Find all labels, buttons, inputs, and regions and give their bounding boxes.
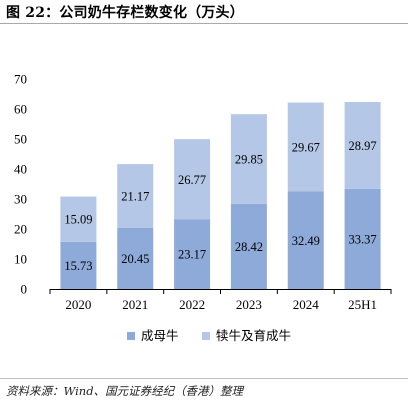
- data-label-layer: 15.73 15.09 20.45 21.17 23.17 26.77 28.42 29.85…: [64, 139, 376, 273]
- bar-mature-cow: [344, 188, 381, 289]
- data-label: 21.17: [121, 189, 149, 203]
- bar-calf-heifer: [287, 102, 324, 192]
- bar-mature-cow: [60, 241, 97, 289]
- y-tick-label: 60: [14, 102, 27, 117]
- data-label: 28.42: [235, 240, 263, 254]
- data-label: 28.97: [349, 139, 377, 153]
- y-tick-label: 50: [14, 132, 27, 147]
- bar-layer: [60, 101, 381, 289]
- bar-calf-heifer: [230, 114, 267, 204]
- data-label: 26.77: [178, 173, 206, 187]
- y-tick-label: 70: [14, 72, 27, 87]
- bottom-rule: [0, 378, 408, 379]
- bar-calf-heifer: [174, 139, 211, 220]
- bar-calf-heifer: [344, 101, 381, 189]
- y-tick-label: 30: [14, 192, 27, 207]
- legend-swatch: [127, 332, 135, 340]
- legend-swatch: [202, 332, 210, 340]
- bar-calf-heifer: [117, 164, 154, 228]
- x-tick-label: 2022: [179, 297, 205, 312]
- legend-label: 成母牛: [141, 328, 179, 343]
- data-label: 15.73: [64, 259, 92, 273]
- y-tick-label: 0: [21, 282, 28, 297]
- y-tick-label: 40: [14, 162, 27, 177]
- chart-title: 图 22：公司奶牛存栏数变化（万头）: [6, 5, 244, 21]
- bar-mature-cow: [117, 227, 154, 289]
- data-label: 15.09: [64, 213, 92, 227]
- data-label: 29.85: [235, 152, 263, 166]
- x-tick-label: 2021: [122, 297, 148, 312]
- bar-mature-cow: [287, 191, 324, 289]
- bar-calf-heifer: [60, 196, 97, 242]
- x-tick-label: 2024: [293, 297, 320, 312]
- x-tick-label: 2020: [65, 297, 91, 312]
- legend-label: 犊牛及育成牛: [216, 328, 291, 343]
- y-tick-label: 20: [14, 222, 27, 237]
- data-label: 23.17: [178, 248, 206, 262]
- data-label: 32.49: [292, 234, 320, 248]
- legend: 成母牛 犊牛及育成牛: [127, 328, 291, 343]
- axis-layer: 0 10 20 30 40 50 60 70 2020 2021 2022 2023 2024 25H1: [14, 72, 392, 312]
- y-tick-label: 10: [14, 252, 27, 267]
- top-rule: [0, 23, 408, 24]
- bar-mature-cow: [174, 219, 211, 289]
- x-tick-label: 25H1: [348, 297, 377, 312]
- data-label: 29.67: [292, 141, 320, 155]
- source-note: 资料来源：Wind、国元证券经纪（香港）整理: [6, 384, 244, 398]
- x-tick-label: 2023: [236, 297, 262, 312]
- data-label: 20.45: [121, 252, 149, 266]
- bar-mature-cow: [230, 203, 267, 289]
- data-label: 33.37: [349, 232, 377, 246]
